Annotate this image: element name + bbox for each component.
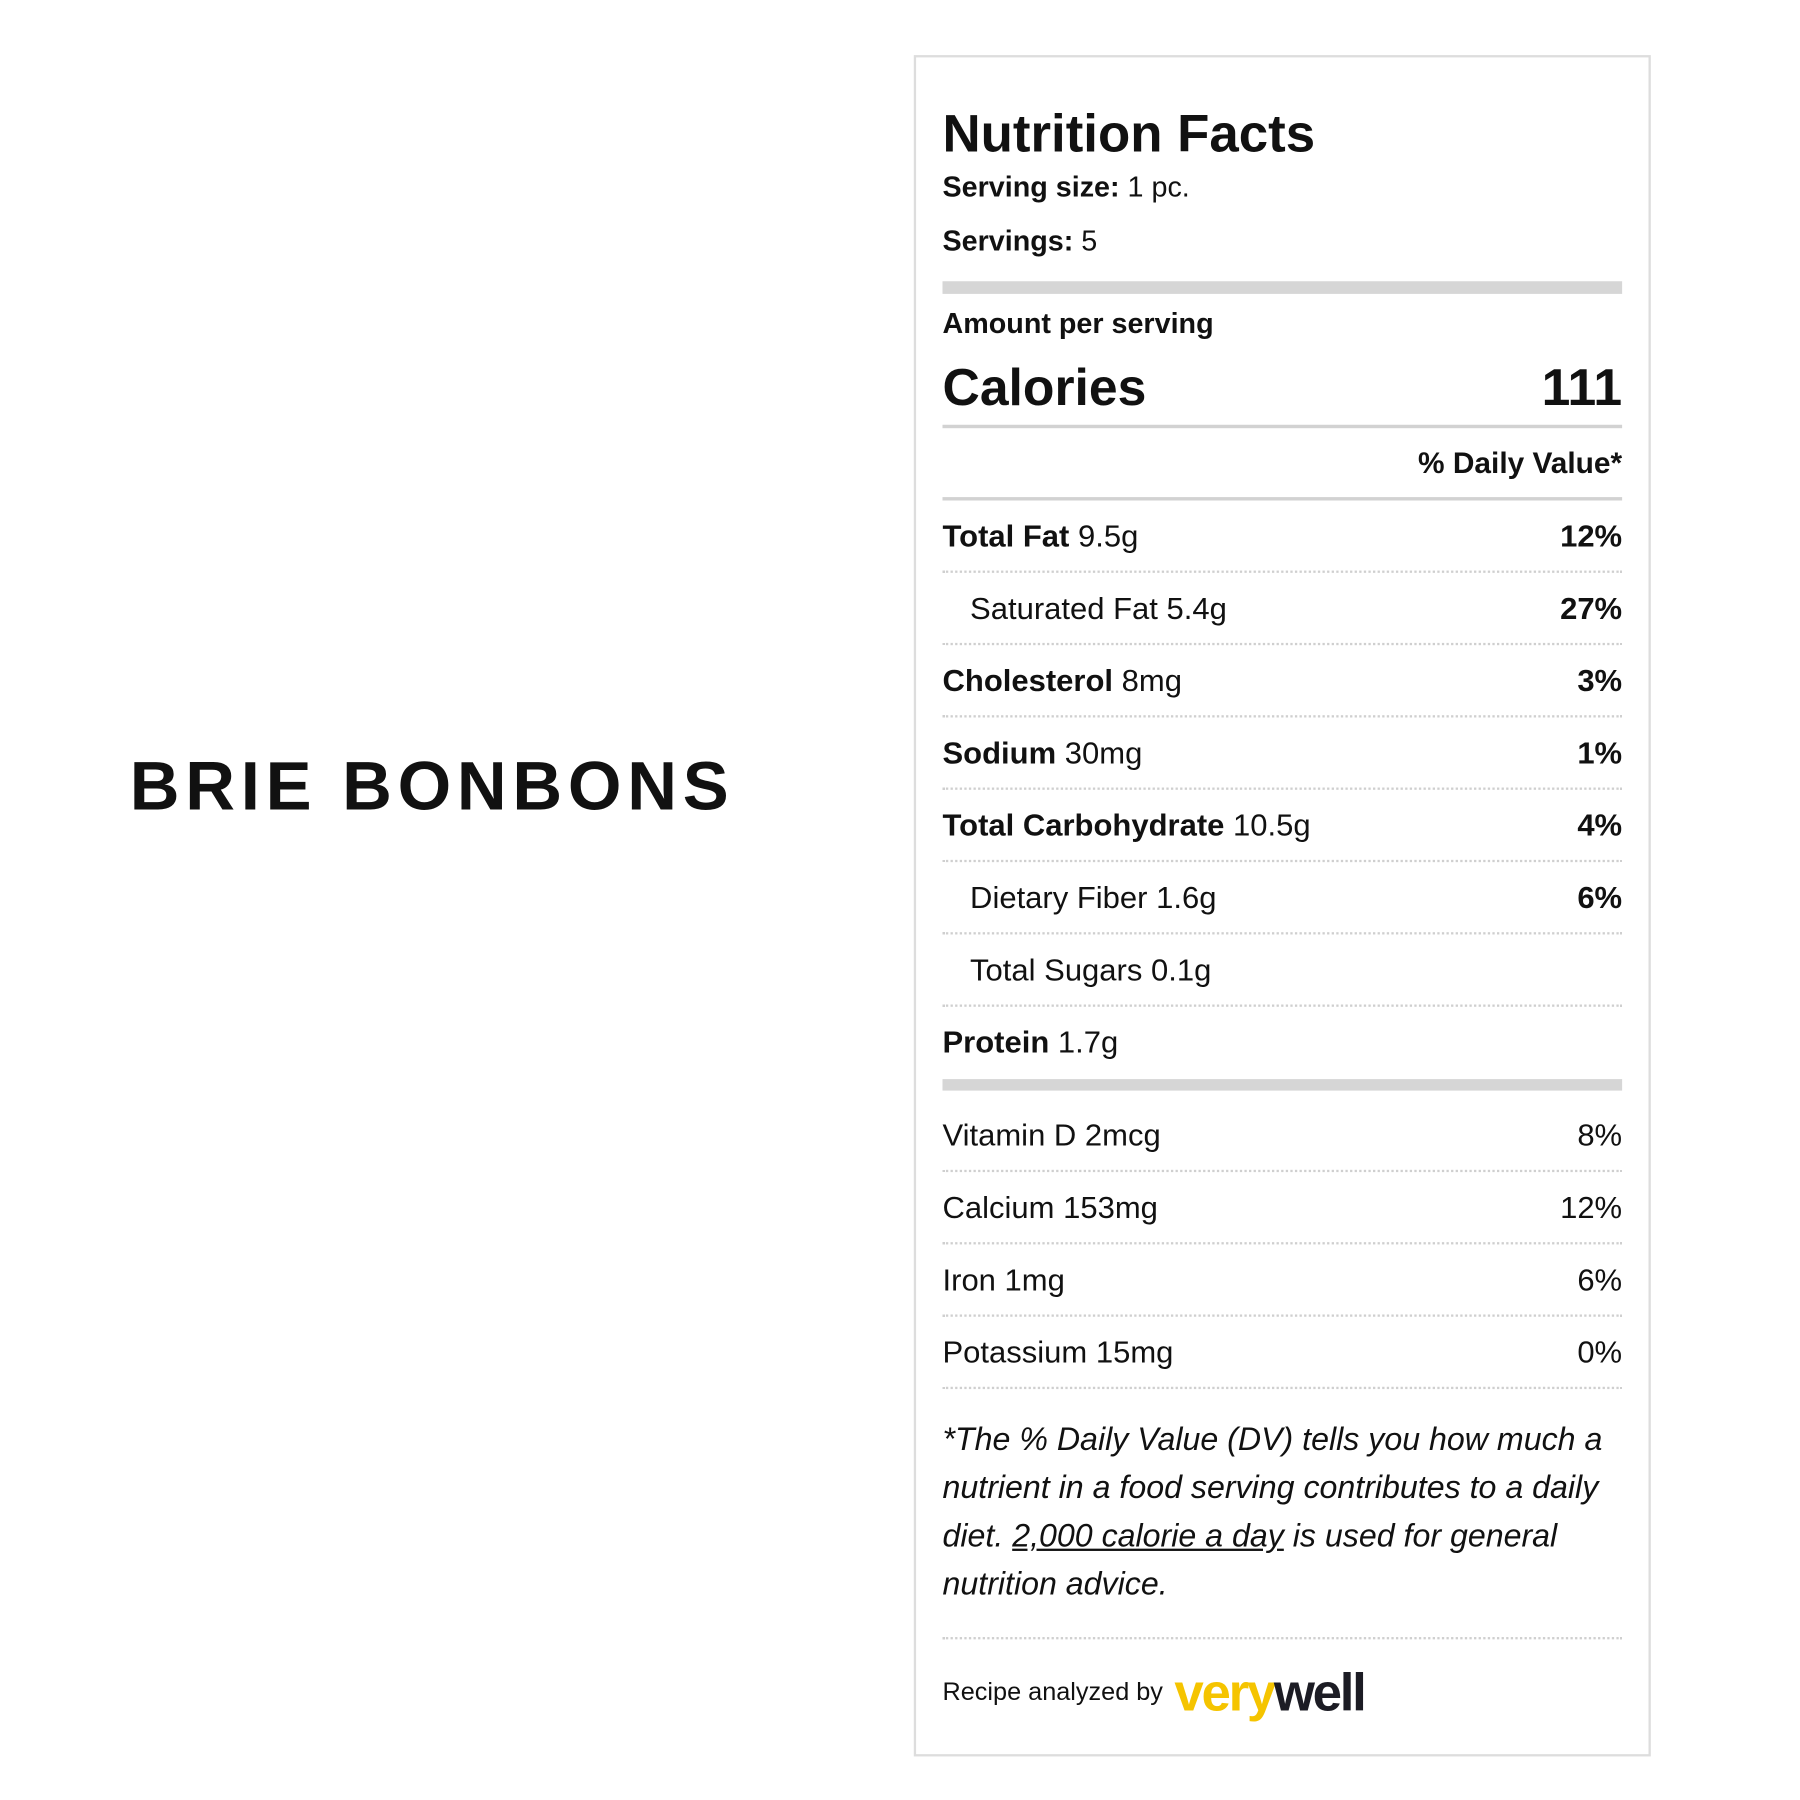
nutrient-label: Dietary Fiber xyxy=(970,880,1148,915)
vitamin-daily-value: 12% xyxy=(1560,1190,1623,1225)
nutrient-daily-value: 12% xyxy=(1560,518,1623,554)
daily-value-footnote: *The % Daily Value (DV) tells you how mu… xyxy=(943,1415,1623,1608)
nutrient-name: Protein 1.7g xyxy=(943,1019,1119,1065)
nutrition-facts-title: Nutrition Facts xyxy=(942,103,1316,164)
divider xyxy=(942,642,1623,646)
servings-value: 5 xyxy=(1081,225,1098,258)
vitamin-daily-value: 6% xyxy=(1577,1262,1623,1298)
footnote-text: *The % Daily Value (DV) tells you how mu… xyxy=(942,1421,1603,1554)
recipe-title: BRIE BONBONS xyxy=(129,747,735,825)
vitamin-amount: 15mg xyxy=(1095,1335,1174,1370)
amount-per-serving: Amount per serving xyxy=(942,307,1214,340)
daily-value-header: % Daily Value* xyxy=(1418,445,1623,480)
nutrient-row: Saturated Fat 5.4g 27% xyxy=(943,585,1623,631)
nutrient-name: Dietary Fiber 1.6g xyxy=(943,875,1217,921)
vitamin-amount: 2mcg xyxy=(1084,1118,1161,1153)
nutrient-daily-value: 3% xyxy=(1577,663,1623,698)
divider xyxy=(942,570,1623,573)
nutrient-name: Saturated Fat 5.4g xyxy=(943,585,1227,631)
nutrient-amount: 30mg xyxy=(1064,735,1143,771)
verywell-logo: verywell xyxy=(1174,1661,1367,1723)
vitamin-label: Potassium xyxy=(942,1335,1088,1370)
nutrient-amount: 10.5g xyxy=(1233,808,1311,843)
vitamin-amount: 1mg xyxy=(1004,1262,1065,1298)
nutrient-row: Total Sugars 0.1g xyxy=(943,947,1623,993)
divider xyxy=(942,715,1623,718)
vitamin-label: Iron xyxy=(942,1262,996,1298)
servings-label: Servings: xyxy=(942,225,1074,258)
vitamin-row: Potassium 15mg 0% xyxy=(943,1329,1623,1375)
calories-value: 111 xyxy=(1541,358,1623,417)
serving-size: Serving size: 1 pc. xyxy=(943,169,1623,206)
vitamin-name: Calcium 153mg xyxy=(943,1185,1158,1231)
vitamin-label: Vitamin D xyxy=(942,1118,1077,1153)
nutrient-amount: 5.4g xyxy=(1166,591,1227,626)
thick-divider xyxy=(942,281,1623,294)
nutrient-name: Total Sugars 0.1g xyxy=(943,947,1212,993)
divider xyxy=(942,1314,1623,1317)
nutrient-daily-value: 6% xyxy=(1577,880,1623,915)
nutrient-name: Sodium 30mg xyxy=(943,730,1143,776)
nutrient-label: Total Sugars xyxy=(970,952,1143,988)
divider xyxy=(942,424,1623,429)
nutrient-daily-value: 4% xyxy=(1577,808,1623,843)
nutrient-amount: 0.1g xyxy=(1150,952,1212,988)
nutrition-label-panel xyxy=(913,55,1651,1757)
divider xyxy=(942,787,1623,790)
vitamin-name: Iron 1mg xyxy=(943,1257,1065,1303)
analyzed-by: Recipe analyzed by verywell xyxy=(943,1660,1623,1724)
nutrient-row: Cholesterol 8mg 3% xyxy=(943,658,1623,704)
calories-row: Calories 111 xyxy=(943,356,1623,420)
nutrient-name: Cholesterol 8mg xyxy=(943,658,1182,704)
nutrient-name: Total Carbohydrate 10.5g xyxy=(943,802,1311,848)
logo-well: well xyxy=(1273,1662,1367,1722)
nutrient-label: Total Fat xyxy=(942,518,1070,554)
nutrient-label: Protein xyxy=(942,1025,1050,1060)
divider xyxy=(942,1004,1623,1007)
footnote-text-end: is used for general nutrition advice. xyxy=(942,1517,1558,1602)
vitamin-daily-value: 0% xyxy=(1577,1335,1623,1370)
nutrient-row: Protein 1.7g xyxy=(943,1019,1623,1065)
nutrient-name: Total Fat 9.5g xyxy=(943,513,1139,559)
serving-size-value: 1 pc. xyxy=(1127,171,1190,204)
divider xyxy=(942,1386,1623,1390)
vitamin-name: Vitamin D 2mcg xyxy=(943,1112,1161,1158)
nutrient-amount: 9.5g xyxy=(1077,518,1139,554)
nutrient-amount: 1.6g xyxy=(1156,880,1217,915)
analyzed-by-label: Recipe analyzed by xyxy=(942,1677,1163,1706)
nutrient-daily-value: 1% xyxy=(1577,735,1623,771)
serving-size-label: Serving size: xyxy=(942,171,1120,204)
nutrient-row: Dietary Fiber 1.6g 6% xyxy=(943,875,1623,921)
calories-label: Calories xyxy=(942,358,1147,417)
nutrient-row: Total Carbohydrate 10.5g 4% xyxy=(943,802,1623,848)
vitamin-name: Potassium 15mg xyxy=(943,1329,1174,1375)
vitamin-amount: 153mg xyxy=(1063,1190,1158,1225)
vitamin-daily-value: 8% xyxy=(1577,1118,1623,1153)
nutrient-row: Total Fat 9.5g 12% xyxy=(943,513,1623,559)
nutrient-amount: 8mg xyxy=(1121,663,1182,698)
calorie-advice-link[interactable]: 2,000 calorie a day xyxy=(1012,1517,1284,1554)
logo-very: very xyxy=(1174,1662,1276,1722)
nutrient-label: Sodium xyxy=(942,735,1057,771)
divider xyxy=(942,1169,1623,1173)
nutrient-label: Cholesterol xyxy=(942,663,1114,698)
thick-divider xyxy=(942,1079,1623,1091)
divider xyxy=(942,932,1623,935)
nutrient-daily-value: 27% xyxy=(1560,591,1623,626)
nutrient-label: Total Carbohydrate xyxy=(942,808,1225,843)
nutrient-row: Sodium 30mg 1% xyxy=(943,730,1623,776)
vitamin-row: Vitamin D 2mcg 8% xyxy=(943,1112,1623,1158)
vitamin-row: Calcium 153mg 12% xyxy=(943,1185,1623,1231)
vitamin-label: Calcium xyxy=(942,1190,1055,1225)
divider xyxy=(942,859,1623,863)
vitamin-row: Iron 1mg 6% xyxy=(943,1257,1623,1303)
servings: Servings: 5 xyxy=(943,223,1623,260)
divider xyxy=(942,497,1623,501)
nutrient-label: Saturated Fat xyxy=(970,591,1158,626)
nutrient-amount: 1.7g xyxy=(1057,1025,1119,1060)
divider xyxy=(942,1637,1623,1640)
divider xyxy=(942,1242,1623,1245)
